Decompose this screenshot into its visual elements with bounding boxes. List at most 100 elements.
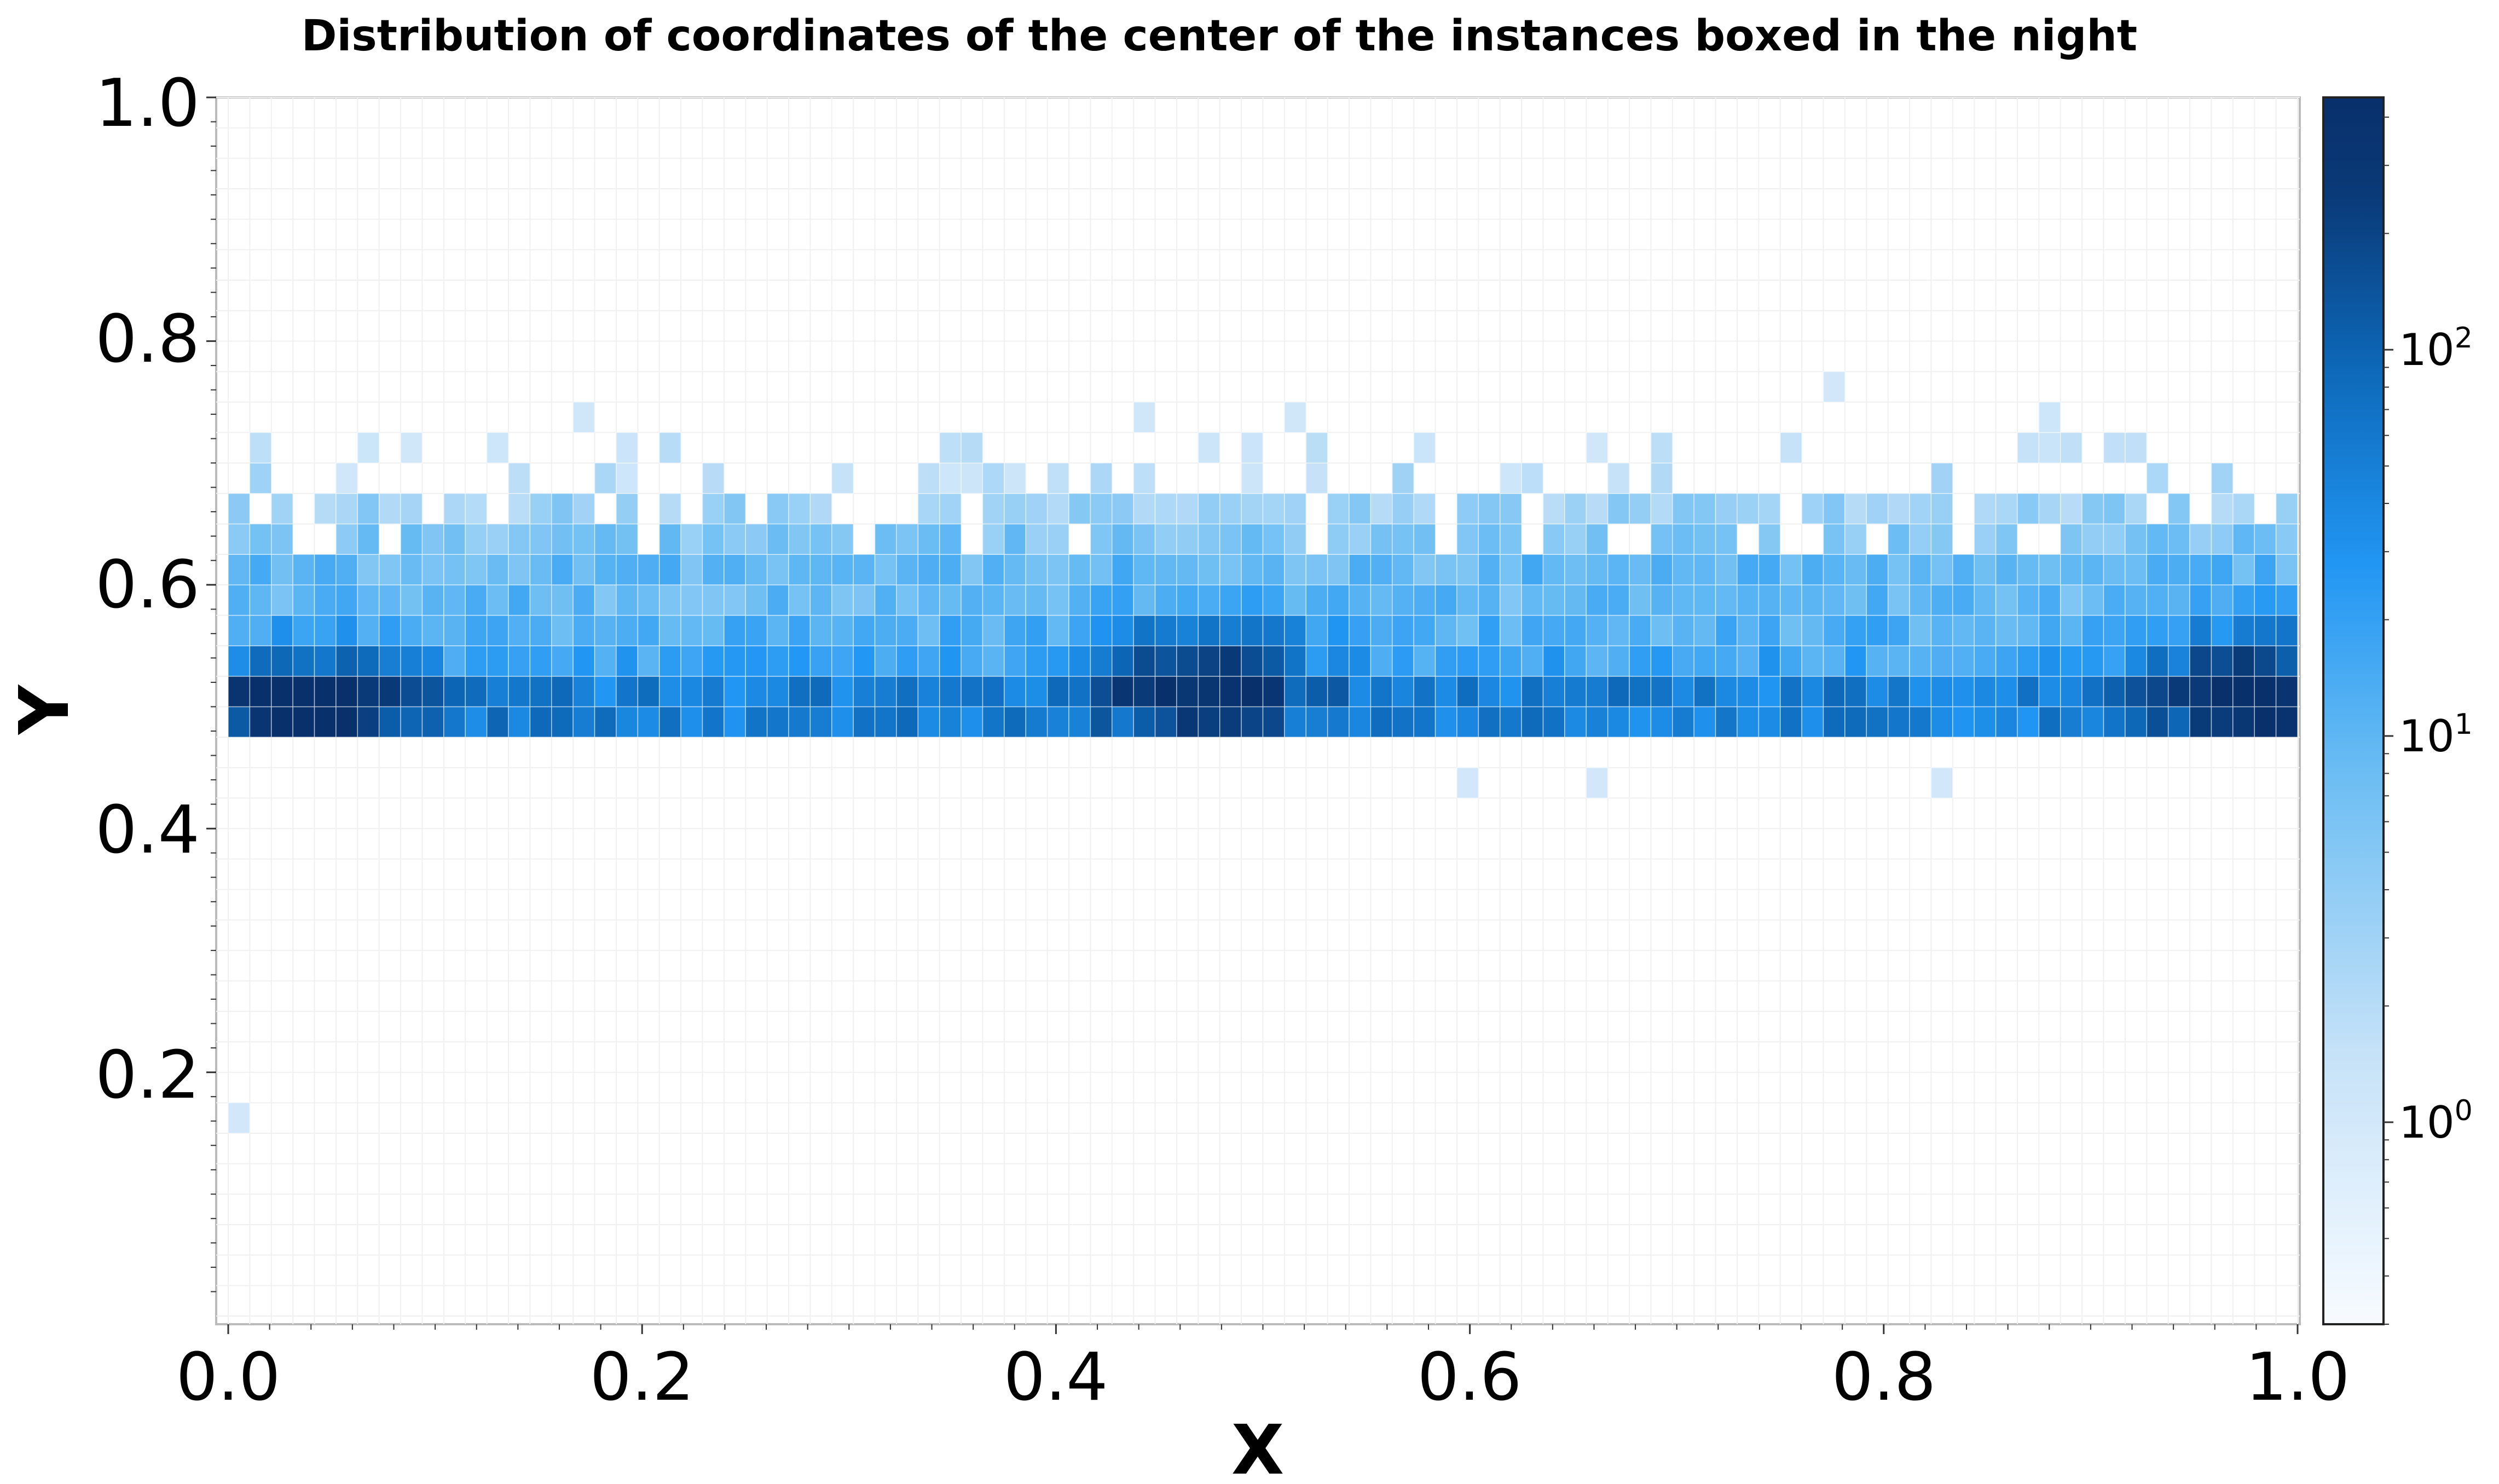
heatmap-cell xyxy=(1004,645,1027,677)
heatmap-cell xyxy=(616,645,639,677)
heatmap-cell xyxy=(421,615,444,646)
heatmap-cell xyxy=(702,523,725,555)
heatmap-cell xyxy=(1198,432,1220,463)
heatmap-cell xyxy=(2060,584,2082,616)
heatmap-cell xyxy=(249,554,272,586)
heatmap-cell xyxy=(2081,645,2104,677)
heatmap-cell xyxy=(961,706,984,738)
heatmap-cell xyxy=(271,584,293,616)
heatmap-cell xyxy=(1909,554,1932,586)
heatmap-cell xyxy=(2146,706,2169,738)
heatmap-cell xyxy=(1068,615,1091,646)
heatmap-cell xyxy=(874,523,897,555)
heatmap-cell xyxy=(2125,493,2148,525)
heatmap-cell xyxy=(1090,584,1113,616)
heatmap-cell xyxy=(702,554,725,586)
heatmap-cell xyxy=(1672,523,1694,555)
heatmap-cell xyxy=(1133,493,1156,525)
heatmap-cell xyxy=(1434,554,1457,586)
heatmap-cell xyxy=(400,584,423,616)
heatmap-cell xyxy=(1198,493,1220,525)
heatmap-cell xyxy=(1995,584,2018,616)
heatmap-cell xyxy=(400,554,423,586)
heatmap-cell xyxy=(939,523,962,555)
heatmap-cell xyxy=(1650,706,1673,738)
heatmap-cell xyxy=(2103,493,2126,525)
heatmap-cell xyxy=(1629,584,1652,616)
heatmap-cell xyxy=(1241,615,1264,646)
heatmap-cell xyxy=(1025,523,1048,555)
heatmap-cell xyxy=(1004,493,1027,525)
heatmap-cell xyxy=(1413,493,1436,525)
heatmap-cell xyxy=(1241,523,1264,555)
heatmap-cell xyxy=(917,676,940,708)
heatmap-cell xyxy=(228,554,251,586)
heatmap-cell xyxy=(1586,676,1609,708)
heatmap-cell xyxy=(1995,554,2018,586)
heatmap-cell xyxy=(2189,584,2212,616)
y-axis-label: Y xyxy=(5,684,84,735)
heatmap-cell xyxy=(1133,554,1156,586)
heatmap-cell xyxy=(680,706,703,738)
heatmap-cell xyxy=(1154,645,1177,677)
heatmap-cell xyxy=(508,706,531,738)
heatmap-cell xyxy=(1715,554,1738,586)
heatmap-cell xyxy=(465,554,488,586)
heatmap-cell xyxy=(1974,523,1997,555)
heatmap-cell xyxy=(228,1102,251,1134)
heatmap-cell xyxy=(1392,584,1414,616)
heatmap-cell xyxy=(2038,402,2061,433)
heatmap-cell xyxy=(486,554,509,586)
heatmap-cell xyxy=(2189,676,2212,708)
heatmap-cell xyxy=(1930,767,1953,799)
heatmap-cell xyxy=(1478,706,1501,738)
heatmap-cell xyxy=(249,584,272,616)
heatmap-cell xyxy=(1564,554,1587,586)
heatmap-cell xyxy=(1974,584,1997,616)
colorbar-tick-label: 100 xyxy=(2399,1094,2473,1148)
heatmap-cell xyxy=(1262,584,1285,616)
heatmap-cell xyxy=(788,645,811,677)
heatmap-cell xyxy=(766,645,789,677)
heatmap-cell xyxy=(314,493,337,525)
heatmap-cell xyxy=(572,402,595,433)
heatmap-cell xyxy=(1995,615,2018,646)
heatmap-cell xyxy=(228,615,251,646)
heatmap-cell xyxy=(1392,554,1414,586)
heatmap-cell xyxy=(1176,554,1199,586)
x-tick-label: 0.4 xyxy=(1004,1340,1108,1416)
heatmap-cell xyxy=(1219,706,1242,738)
heatmap-cell xyxy=(572,645,595,677)
heatmap-cell xyxy=(335,554,358,586)
heatmap-cell xyxy=(2232,554,2255,586)
heatmap-cell xyxy=(1349,523,1372,555)
heatmap-cell xyxy=(335,584,358,616)
heatmap-cell xyxy=(2254,615,2277,646)
heatmap-cell xyxy=(249,615,272,646)
chart-title: Distribution of coordinates of the cente… xyxy=(302,11,2137,61)
heatmap-cell xyxy=(766,676,789,708)
heatmap-cell xyxy=(1219,523,1242,555)
heatmap-cell xyxy=(1542,554,1565,586)
heatmap-cell xyxy=(1349,615,1372,646)
heatmap-cell xyxy=(1542,523,1565,555)
heatmap-cell xyxy=(465,584,488,616)
colorbar-ticks: 100 101 102 xyxy=(2384,117,2473,1325)
heatmap-cell xyxy=(1952,615,1975,646)
heatmap-cell xyxy=(1198,554,1220,586)
heatmap-cell xyxy=(874,676,897,708)
heatmap-cell xyxy=(1241,584,1264,616)
heatmap-cell xyxy=(658,615,681,646)
heatmap-cell xyxy=(1004,523,1027,555)
heatmap-cell xyxy=(551,523,574,555)
heatmap-cell xyxy=(443,584,466,616)
heatmap-cell xyxy=(1004,462,1027,494)
heatmap-cell xyxy=(1499,676,1522,708)
heatmap-cell xyxy=(1650,462,1673,494)
heatmap-cell xyxy=(2038,706,2061,738)
heatmap-cell xyxy=(2275,493,2298,525)
heatmap-cell xyxy=(1499,615,1522,646)
heatmap-cell xyxy=(1629,554,1652,586)
heatmap-cell xyxy=(1780,584,1802,616)
heatmap-cell xyxy=(1693,645,1716,677)
